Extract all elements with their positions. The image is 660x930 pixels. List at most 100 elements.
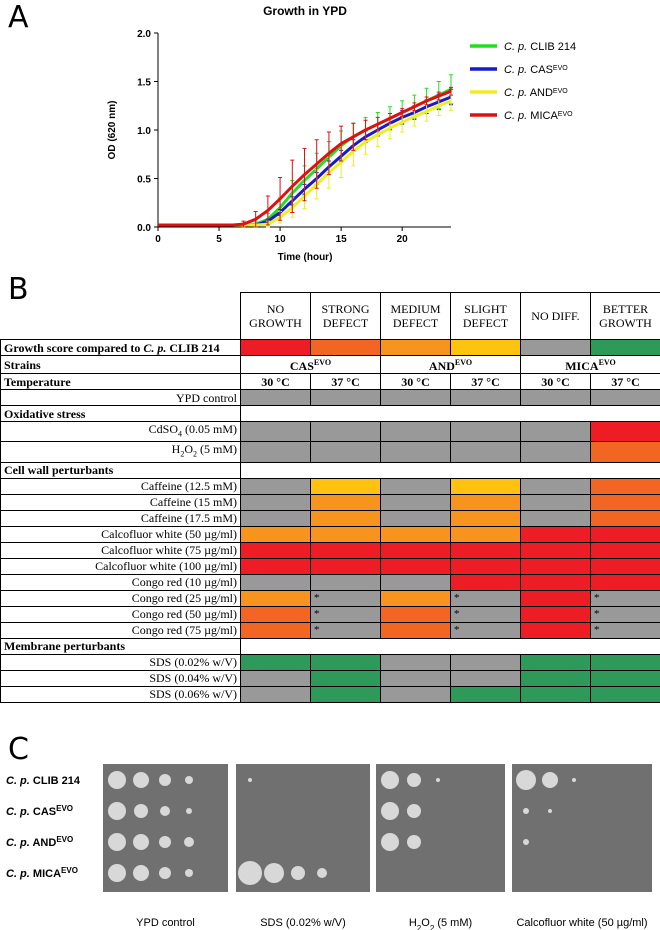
score-cell bbox=[590, 509, 660, 527]
score-cell bbox=[240, 441, 311, 463]
table-row: SDS (0.06% w/V) bbox=[0, 685, 660, 703]
score-cell: * bbox=[590, 605, 660, 623]
phenotype-table: NO GROWTH STRONG DEFECT MEDIUM DEFECT SLIGH… bbox=[0, 292, 660, 703]
text-run: SDS (0.06% w/V) bbox=[149, 687, 237, 702]
score-cell bbox=[590, 420, 660, 443]
text-run: 4 bbox=[178, 429, 182, 439]
colony-spot bbox=[381, 771, 399, 789]
table-row: CdSO4 (0.05 mM) bbox=[0, 420, 660, 443]
score-cell bbox=[380, 525, 451, 543]
table-row: Congo red (75 µg/ml) * * * bbox=[0, 621, 660, 639]
legend-name: MICA bbox=[530, 110, 558, 122]
score-cell bbox=[520, 557, 591, 575]
score-cell bbox=[380, 420, 451, 443]
score-swatch bbox=[380, 339, 451, 356]
table-row: Oxidative stress bbox=[0, 405, 660, 422]
temperature-row: Temperature 30 °C 37 °C 30 °C 37 °C 30 °C 37 °… bbox=[0, 373, 660, 390]
score-cell bbox=[310, 685, 381, 703]
text-run: Congo red (25 µg/ml) bbox=[131, 591, 237, 606]
score-cell bbox=[240, 477, 311, 495]
x-tick-label: 5 bbox=[216, 234, 222, 245]
text-run: CdSO bbox=[148, 422, 178, 436]
score-header: STRONG DEFECT bbox=[310, 292, 381, 340]
colony-spot bbox=[108, 771, 126, 789]
score-cell bbox=[520, 621, 591, 639]
table-row: Calcofluor white (50 µg/ml) bbox=[0, 525, 660, 543]
row-label: Congo red (75 µg/ml) bbox=[0, 621, 241, 639]
row-label: Caffeine (12.5 mM) bbox=[0, 477, 241, 495]
row-label: H2O2 (5 mM) bbox=[0, 441, 241, 463]
text-run: EVO bbox=[313, 358, 332, 367]
row-label: SDS (0.04% w/V) bbox=[0, 669, 241, 687]
score-cell bbox=[520, 477, 591, 495]
score-cell bbox=[240, 493, 311, 511]
x-tick-label: 0 bbox=[155, 234, 161, 245]
y-tick-label: 0.5 bbox=[137, 175, 151, 186]
section-blank bbox=[240, 637, 660, 655]
score-cell bbox=[590, 573, 660, 591]
score-cell bbox=[310, 525, 381, 543]
condition-label: SDS (0.02% w/V) bbox=[260, 917, 346, 929]
y-tick-label: 1.0 bbox=[137, 126, 151, 137]
table-row: H2O2 (5 mM) bbox=[0, 441, 660, 463]
legend-label: C. p. CLIB 214 bbox=[504, 41, 576, 53]
text-run: AND bbox=[30, 837, 57, 849]
table-row: Membrane perturbants bbox=[0, 637, 660, 655]
score-cell bbox=[590, 441, 660, 463]
legend-sup: EVO bbox=[558, 111, 573, 118]
panel-label: C bbox=[8, 732, 29, 767]
x-tick-label: 10 bbox=[275, 234, 287, 245]
temperature: 30 °C bbox=[240, 373, 311, 390]
colony-spot bbox=[133, 834, 149, 850]
condition-label: Calcofluor white (50 µg/ml) bbox=[516, 917, 647, 929]
score-cell bbox=[240, 605, 311, 623]
legend-species: C. p. bbox=[504, 110, 527, 122]
score-cell bbox=[240, 573, 311, 591]
score-header: BETTER GROWTH bbox=[590, 292, 660, 340]
colony-spot bbox=[407, 835, 421, 849]
colony-spot bbox=[381, 802, 399, 820]
score-cell bbox=[380, 441, 451, 463]
text-run: CLIB 214 bbox=[30, 775, 81, 787]
row-label: Strains bbox=[0, 355, 241, 374]
score-cell bbox=[590, 525, 660, 543]
score-cell bbox=[520, 509, 591, 527]
score-cell bbox=[590, 541, 660, 559]
text-run: CAS bbox=[289, 359, 314, 373]
text-run: C. p. bbox=[6, 868, 30, 880]
row-label: Calcofluor white (100 µg/ml) bbox=[0, 557, 241, 575]
condition-label: H2O2 (5 mM) bbox=[409, 917, 472, 930]
row-label: Congo red (50 µg/ml) bbox=[0, 605, 241, 623]
section-blank bbox=[240, 405, 660, 422]
text-run: SDS (0.04% w/V) bbox=[149, 671, 237, 686]
text-run: (5 mM) bbox=[197, 442, 237, 457]
score-row: Growth score compared to C. p. CLIB 214 bbox=[0, 339, 660, 356]
score-cell bbox=[450, 389, 521, 406]
section-label: Cell wall perturbants bbox=[0, 461, 241, 479]
colony-spot bbox=[186, 808, 192, 814]
text-run: CAS bbox=[30, 806, 56, 818]
colony-spot bbox=[133, 865, 149, 881]
colony-spot bbox=[291, 866, 305, 880]
row-label: Calcofluor white (75 µg/ml) bbox=[0, 541, 241, 559]
header-row: NO GROWTH STRONG DEFECT MEDIUM DEFECT SLIGH… bbox=[0, 292, 660, 340]
score-cell bbox=[380, 669, 451, 687]
table-row: Calcofluor white (75 µg/ml) bbox=[0, 541, 660, 559]
text-run: EVO bbox=[61, 866, 78, 875]
score-cell bbox=[310, 441, 381, 463]
score-cell bbox=[380, 589, 451, 607]
score-cell bbox=[450, 493, 521, 511]
y-tick-label: 1.5 bbox=[137, 78, 151, 89]
text-run: O bbox=[421, 917, 430, 929]
text-run: YPD control bbox=[136, 917, 195, 929]
score-cell bbox=[590, 557, 660, 575]
colony-spot bbox=[264, 863, 284, 883]
score-cell: * bbox=[310, 621, 381, 639]
score-cell bbox=[520, 389, 591, 406]
score-cell bbox=[310, 509, 381, 527]
legend-name: CLIB 214 bbox=[530, 41, 576, 53]
y-tick-label: 2.0 bbox=[137, 29, 151, 40]
row-label: SDS (0.02% w/V) bbox=[0, 653, 241, 671]
text-run: 2 bbox=[417, 924, 422, 930]
